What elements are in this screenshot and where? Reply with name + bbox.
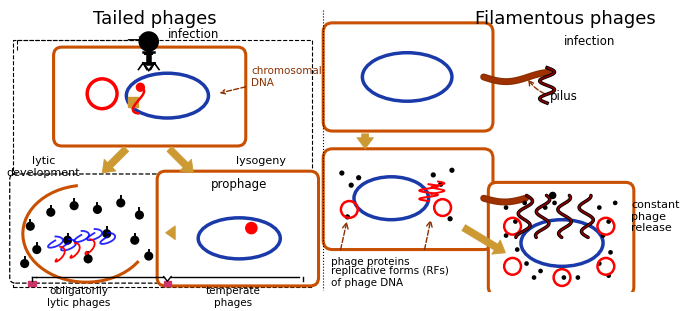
Circle shape xyxy=(503,205,508,210)
Circle shape xyxy=(246,222,257,234)
Text: obligatorily
lytic phages: obligatorily lytic phages xyxy=(47,286,110,308)
Text: phage proteins: phage proteins xyxy=(331,257,409,267)
FancyBboxPatch shape xyxy=(157,171,319,286)
Circle shape xyxy=(608,250,613,255)
Circle shape xyxy=(515,247,519,252)
Text: infection: infection xyxy=(167,29,219,41)
Circle shape xyxy=(613,201,617,205)
Circle shape xyxy=(552,201,557,205)
Circle shape xyxy=(431,172,436,178)
Text: lytic
development: lytic development xyxy=(7,156,80,178)
Text: pilus: pilus xyxy=(529,81,577,103)
Text: chromosomal
DNA: chromosomal DNA xyxy=(221,66,322,94)
Circle shape xyxy=(538,269,543,273)
Circle shape xyxy=(130,236,139,245)
Circle shape xyxy=(136,82,145,92)
FancyBboxPatch shape xyxy=(323,149,493,249)
Circle shape xyxy=(26,222,35,231)
Circle shape xyxy=(135,211,144,220)
Circle shape xyxy=(144,252,153,261)
Circle shape xyxy=(138,31,159,52)
Circle shape xyxy=(523,201,527,205)
FancyBboxPatch shape xyxy=(323,23,493,131)
Bar xyxy=(14,39,312,287)
Text: infection: infection xyxy=(564,35,615,48)
Circle shape xyxy=(102,229,112,238)
Circle shape xyxy=(84,254,92,263)
Text: prophage: prophage xyxy=(211,178,267,191)
Circle shape xyxy=(32,245,41,254)
Text: Filamentous phages: Filamentous phages xyxy=(475,10,656,28)
Circle shape xyxy=(503,233,508,238)
FancyBboxPatch shape xyxy=(53,47,246,146)
Circle shape xyxy=(524,261,529,266)
FancyBboxPatch shape xyxy=(10,174,163,283)
Circle shape xyxy=(345,214,350,220)
Bar xyxy=(28,281,36,286)
Circle shape xyxy=(447,216,453,221)
Circle shape xyxy=(606,219,611,224)
Circle shape xyxy=(606,273,611,278)
Bar xyxy=(128,96,138,107)
Circle shape xyxy=(532,275,536,280)
FancyBboxPatch shape xyxy=(488,182,634,295)
Circle shape xyxy=(549,192,556,199)
Circle shape xyxy=(339,170,345,176)
Text: constant
phage
release: constant phage release xyxy=(631,200,680,234)
Circle shape xyxy=(575,275,580,280)
Circle shape xyxy=(597,205,601,210)
Circle shape xyxy=(513,219,518,224)
Circle shape xyxy=(601,233,606,238)
Circle shape xyxy=(20,259,29,268)
Text: replicative forms (RFs)
of phage DNA: replicative forms (RFs) of phage DNA xyxy=(331,266,449,288)
Circle shape xyxy=(70,201,79,210)
Circle shape xyxy=(597,261,601,266)
Circle shape xyxy=(562,275,566,280)
Text: temperate
phages: temperate phages xyxy=(206,286,260,308)
Circle shape xyxy=(356,175,361,180)
Circle shape xyxy=(349,183,353,188)
Circle shape xyxy=(438,182,443,187)
Circle shape xyxy=(63,236,72,245)
Bar xyxy=(164,281,171,286)
Circle shape xyxy=(116,198,125,207)
Circle shape xyxy=(93,205,102,214)
Circle shape xyxy=(46,208,55,217)
Circle shape xyxy=(449,168,455,173)
Text: Tailed phages: Tailed phages xyxy=(92,10,216,28)
Circle shape xyxy=(543,205,547,210)
Text: lysogeny: lysogeny xyxy=(236,156,286,166)
